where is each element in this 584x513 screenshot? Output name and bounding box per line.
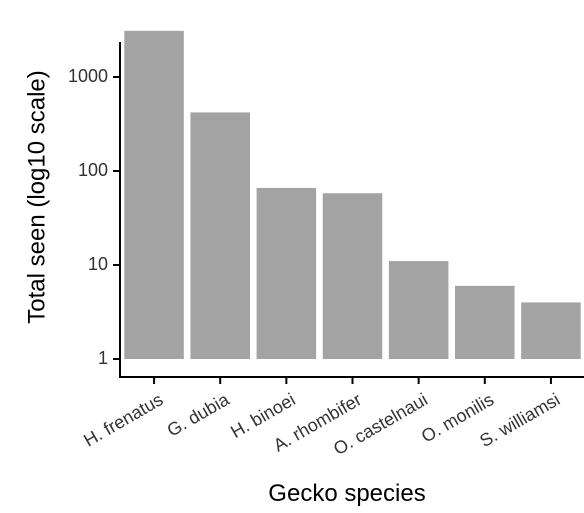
bar-a-rhombifer bbox=[322, 193, 383, 359]
bar-g-dubia bbox=[190, 112, 250, 359]
bar-h-binoei bbox=[256, 187, 317, 359]
bar-s-williamsi bbox=[521, 302, 581, 359]
x-tick-label: G. dubia bbox=[164, 389, 234, 441]
y-tick-label: 10 bbox=[88, 254, 108, 274]
x-tick-label: H. frenatus bbox=[80, 389, 166, 450]
bar-o-castelnaui bbox=[388, 261, 449, 359]
bars bbox=[124, 30, 581, 360]
x-axis-title: Gecko species bbox=[268, 480, 425, 507]
bar-o-monilis bbox=[455, 285, 515, 359]
y-tick-label: 1000 bbox=[68, 66, 108, 86]
y-tick-label: 1 bbox=[98, 348, 108, 368]
y-axis-title: Total seen (log10 scale) bbox=[23, 70, 50, 323]
y-axis-ticks: 1 10 100 1000 bbox=[68, 66, 120, 368]
y-tick-label: 100 bbox=[78, 160, 108, 180]
bar-h-frenatus bbox=[124, 30, 184, 360]
